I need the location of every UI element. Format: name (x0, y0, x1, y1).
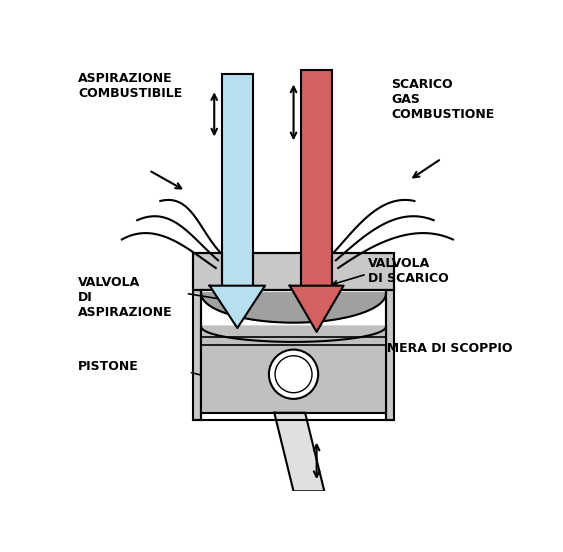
Bar (386, 290, 394, 421)
Bar (201, 326, 386, 413)
Text: ASPIRAZIONE
COMBUSTIBILE: ASPIRAZIONE COMBUSTIBILE (78, 72, 182, 100)
Polygon shape (290, 286, 343, 332)
Text: CAMERA DI SCOPPIO: CAMERA DI SCOPPIO (368, 342, 513, 355)
Bar (222, 253, 253, 290)
Circle shape (269, 349, 318, 399)
Bar (301, 253, 332, 290)
Text: PISTONE: PISTONE (78, 360, 138, 373)
Text: SCARICO
GAS
COMBUSTIONE: SCARICO GAS COMBUSTIONE (391, 78, 494, 121)
Polygon shape (201, 294, 386, 323)
Bar (194, 253, 394, 290)
Polygon shape (201, 326, 386, 342)
Bar (301, 70, 332, 290)
Polygon shape (274, 413, 324, 491)
Circle shape (275, 355, 312, 392)
Bar (222, 74, 253, 290)
Bar (194, 290, 201, 421)
Text: VALVOLA
DI
ASPIRAZIONE: VALVOLA DI ASPIRAZIONE (78, 275, 173, 319)
Polygon shape (209, 286, 265, 328)
Text: VALVOLA
DI SCARICO: VALVOLA DI SCARICO (368, 257, 449, 285)
Bar (201, 290, 386, 421)
